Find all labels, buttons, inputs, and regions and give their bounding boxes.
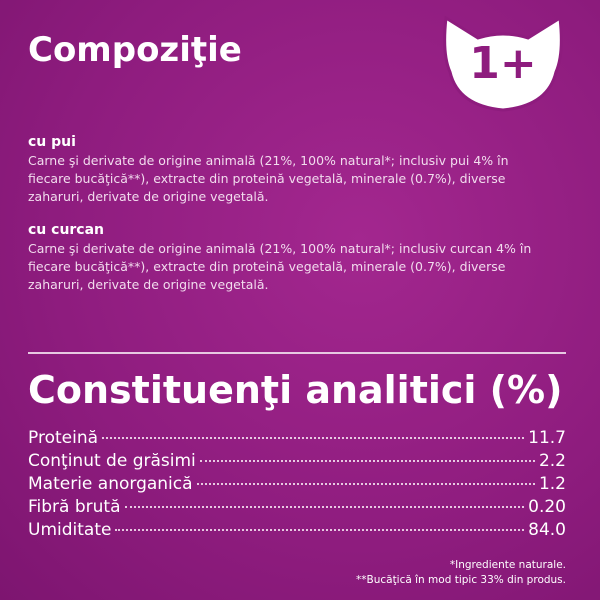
badge-label: 1+ xyxy=(469,38,536,89)
leader xyxy=(199,460,535,462)
footnotes: *Ingrediente naturale. **Bucăţică în mod … xyxy=(356,558,566,588)
row-label: Proteină xyxy=(28,428,99,448)
leader xyxy=(196,483,535,485)
footnote: **Bucăţică în mod tipic 33% din produs. xyxy=(356,574,566,586)
age-badge: 1+ xyxy=(443,15,563,112)
composition: cu pui Carne şi derivate de origine anima… xyxy=(28,134,548,310)
row-value: 2.2 xyxy=(538,451,566,471)
analysis-table: Proteină 11.7 Conţinut de grăsimi 2.2 Materi… xyxy=(28,428,566,543)
row: Conţinut de grăsimi 2.2 xyxy=(28,451,566,474)
row-label: Umiditate xyxy=(28,520,112,540)
analysis-title: Constituenţi analitici (%) xyxy=(28,368,563,412)
title: Compoziţie xyxy=(28,30,242,70)
row: Fibră brută 0.20 xyxy=(28,497,566,520)
leader xyxy=(115,529,525,531)
row-label: Materie anorganică xyxy=(28,474,193,494)
row-label: Fibră brută xyxy=(28,497,121,517)
row: Proteină 11.7 xyxy=(28,428,566,451)
row-value: 84.0 xyxy=(528,520,566,540)
row: Materie anorganică 1.2 xyxy=(28,474,566,497)
section: cu pui Carne şi derivate de origine anima… xyxy=(28,134,548,206)
divider xyxy=(28,352,566,354)
leader xyxy=(102,437,525,439)
row-value: 11.7 xyxy=(528,428,566,448)
section-heading: cu pui xyxy=(28,134,76,150)
section: cu curcan Carne şi derivate de origine an… xyxy=(28,222,548,294)
row-value: 1.2 xyxy=(538,474,566,494)
row-value: 0.20 xyxy=(528,497,566,517)
row: Umiditate 84.0 xyxy=(28,520,566,543)
footnote: *Ingrediente naturale. xyxy=(449,559,566,571)
section-text: Carne şi derivate de origine animală (21… xyxy=(28,153,509,204)
leader xyxy=(124,506,525,508)
section-heading: cu curcan xyxy=(28,222,105,238)
row-label: Conţinut de grăsimi xyxy=(28,451,196,471)
section-text: Carne şi derivate de origine animală (21… xyxy=(28,241,532,292)
